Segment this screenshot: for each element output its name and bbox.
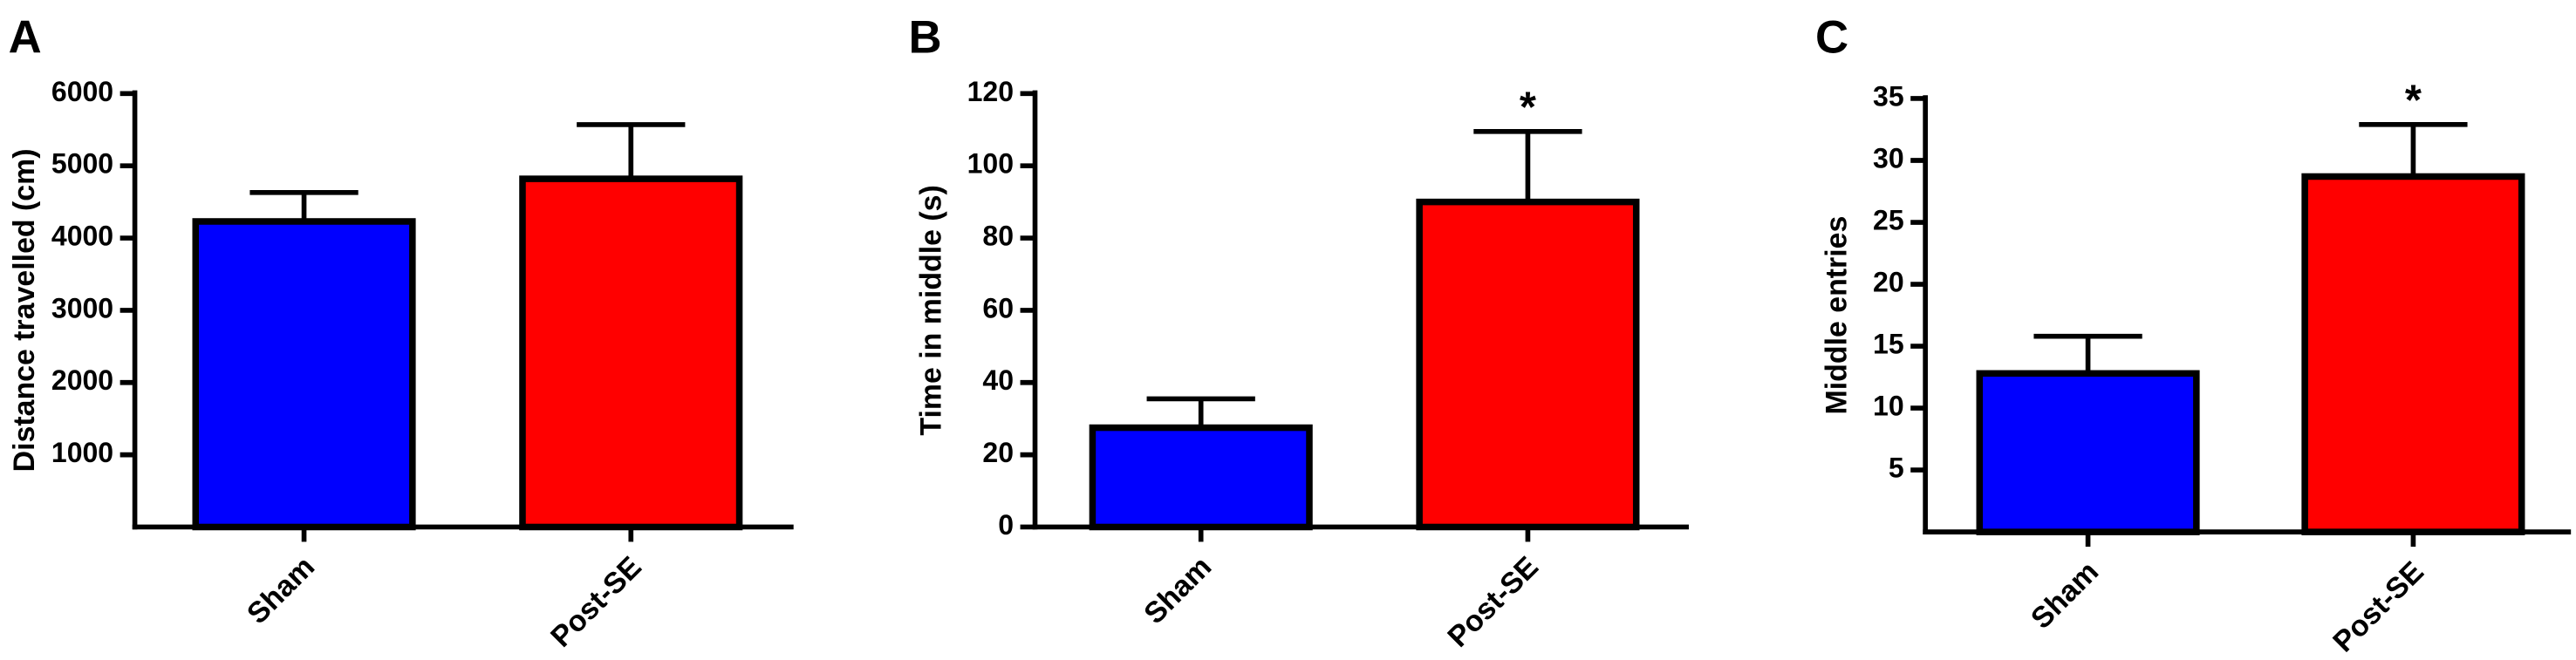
y-tick-label: 35: [1873, 80, 1904, 112]
x-tick-label: Post-SE: [1441, 550, 1545, 654]
y-tick-label: 5: [1889, 452, 1904, 484]
annotation: *: [1520, 85, 1536, 132]
y-axis-label: Time in middle (s): [915, 185, 948, 435]
y-tick-label: 4000: [51, 221, 113, 252]
y-tick-label: 100: [967, 148, 1014, 180]
y-tick-label: 15: [1873, 329, 1904, 360]
y-axis-label: Distance travelled (cm): [8, 148, 41, 472]
y-tick-label: 0: [998, 509, 1014, 541]
bar: [1976, 370, 2200, 535]
y-tick-label: 1000: [51, 437, 113, 468]
y-tick-label: 30: [1873, 142, 1904, 174]
panel-label: C: [1815, 11, 1848, 63]
x-tick-label: Post-SE: [2327, 555, 2430, 659]
bar: [519, 175, 743, 531]
y-tick-label: 80: [982, 221, 1014, 252]
x-tick-label: Sham: [241, 550, 321, 630]
y-tick-label: 10: [1873, 391, 1904, 422]
panel-label: B: [909, 11, 942, 63]
y-axis-label: Middle entries: [1820, 216, 1853, 415]
y-tick-label: 20: [1873, 266, 1904, 297]
bar: [1416, 198, 1640, 531]
y-tick-label: 6000: [51, 76, 113, 107]
x-tick-label: Sham: [2025, 555, 2105, 636]
bar: [192, 218, 416, 531]
y-tick-label: 60: [982, 292, 1014, 323]
y-tick-label: 40: [982, 364, 1014, 396]
y-tick-label: 5000: [51, 148, 113, 180]
x-tick-label: Post-SE: [544, 550, 648, 654]
y-tick-label: 2000: [51, 364, 113, 396]
y-tick-label: 120: [967, 76, 1014, 107]
annotation: *: [2405, 78, 2422, 125]
y-tick-label: 3000: [51, 292, 113, 323]
bar: [2301, 173, 2525, 535]
y-tick-label: 20: [982, 437, 1014, 468]
y-tick-label: 25: [1873, 204, 1904, 235]
panel-label: A: [9, 11, 42, 63]
x-tick-label: Sham: [1138, 550, 1218, 630]
bar: [1089, 424, 1313, 531]
